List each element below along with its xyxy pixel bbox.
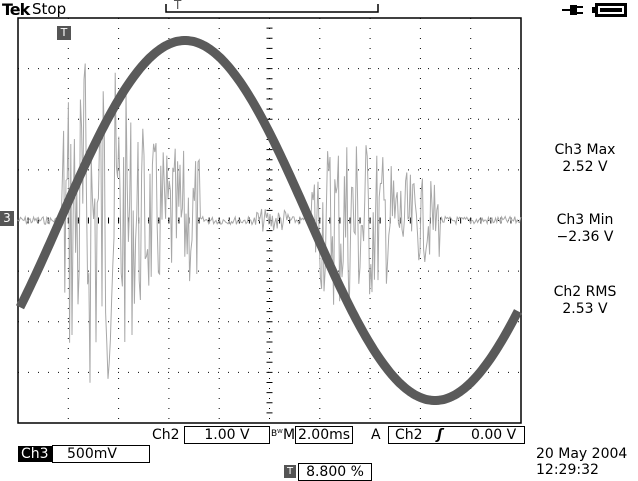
ch2-rms-value: 2.53 V — [562, 301, 608, 317]
ch2-label: Ch2 — [152, 427, 180, 443]
timebase-prefix: M — [283, 427, 296, 443]
ch3-min-label: Ch3 Min — [556, 212, 614, 228]
ch3-min-value: −2.36 V — [556, 229, 614, 245]
plug-icon — [562, 2, 584, 16]
rising-edge-icon: ʃ — [437, 427, 443, 443]
trigger-source: Ch2 — [395, 427, 423, 443]
ch3-scale-field: 500mV — [52, 445, 150, 463]
date-label: 20 May 2004 — [536, 446, 628, 462]
timebase-field: 2.00ms — [295, 426, 353, 444]
ch3-sine-trace — [15, 36, 522, 405]
trigger-marker: T — [57, 26, 71, 40]
trigger-position-icon: T — [284, 465, 296, 478]
trigger-position-field: 8.800 % — [298, 463, 372, 481]
brand-label: Tek — [2, 0, 30, 19]
time-label: 12:29:32 — [536, 462, 599, 478]
channel-ground-marker: 3 — [0, 211, 14, 226]
ch2-noise-trace — [17, 63, 522, 383]
trigger-position-marker: T — [174, 0, 182, 12]
ch3-badge: Ch3 — [18, 446, 52, 462]
ch2-rms-label: Ch2 RMS — [553, 284, 617, 300]
ch3-max-label: Ch3 Max — [554, 142, 616, 158]
trigger-level: 0.00 V — [471, 427, 517, 443]
bandwidth-limit-indicator: Bᵂ — [271, 429, 283, 439]
record-bracket — [165, 4, 379, 13]
trigger-mode: A — [371, 427, 381, 443]
acquisition-state: Stop — [32, 0, 67, 18]
ch2-scale-field: 1.00 V — [184, 426, 270, 444]
battery-icon — [592, 2, 628, 17]
trigger-field: Ch2 ʃ 0.00 V — [388, 426, 525, 444]
ch3-max-value: 2.52 V — [562, 159, 608, 175]
